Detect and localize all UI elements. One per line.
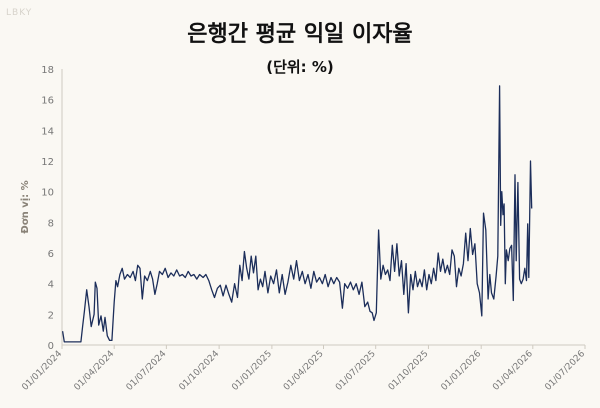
x-tick-labels: 01/01/2024 01/04/2024 01/07/2024 01/10/2024… [20,345,587,393]
watermark-logo: LBKY [6,8,33,18]
x-tick-label: 01/04/2024 [73,349,117,393]
x-tick-label: 01/07/2026 [543,349,587,393]
x-tick-label: 01/04/2025 [282,349,326,393]
y-tick-labels: 0 2 4 6 8 10 12 14 16 18 [41,65,54,352]
x-tick-label: 01/01/2024 [20,349,64,393]
x-tick-label: 01/07/2025 [334,349,378,393]
x-tick-label: 01/07/2024 [125,349,169,393]
y-tick-label: 18 [41,65,54,76]
y-tick-label: 16 [41,96,54,107]
chart-title: 은행간 평균 익일 이자율 [187,22,413,47]
y-tick-label: 12 [41,157,54,168]
y-tick-label: 2 [48,310,54,321]
y-tick-label: 6 [48,249,54,260]
y-tick-label: 0 [48,341,54,352]
y-tick-label: 14 [41,126,54,137]
x-tick-label: 01/10/2024 [177,349,221,393]
chart-subtitle: (단위: %) [266,58,334,76]
y-tick-label: 4 [48,280,54,291]
series-line [61,85,533,343]
y-tick-label: 10 [41,188,54,199]
x-tick-label: 01/10/2025 [387,349,431,393]
x-tick-label: 01/04/2026 [491,349,535,393]
x-tick-label: 01/01/2026 [440,349,484,393]
y-tick-label: 8 [48,218,54,229]
y-axis-label: Đơn vị: % [20,180,31,233]
x-tick-label: 01/01/2025 [230,349,274,393]
